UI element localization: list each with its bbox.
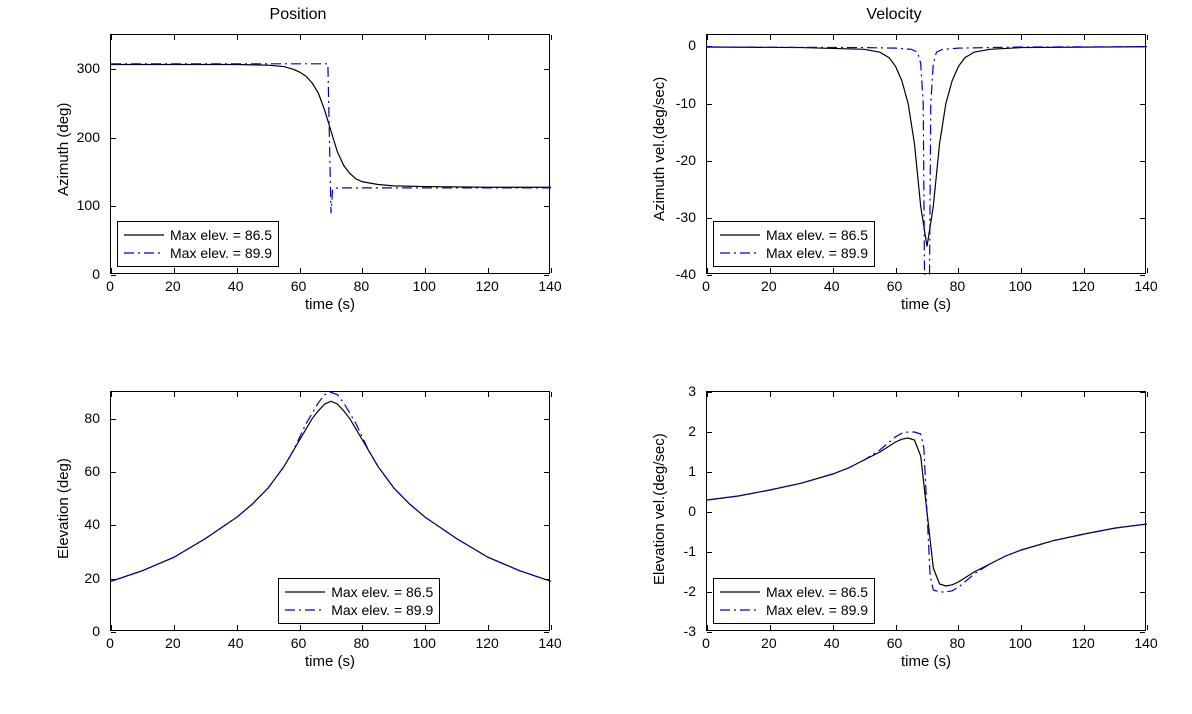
legend-item: Max elev. = 86.5 [720,226,868,244]
xtick-label: 120 [475,635,498,651]
series-89p9 [111,64,551,213]
chart-grid: Position Max elev. = 86.5 Max elev. = 89.9… [0,0,1192,714]
xtick-label: 60 [291,278,307,294]
xtick-label: 80 [354,635,370,651]
y-axis-label: Elevation (deg) [55,458,72,559]
xtick-label: 140 [538,278,561,294]
legend-label: Max elev. = 89.9 [170,245,272,261]
y-axis-label: Azimuth vel.(deg/sec) [651,77,668,221]
series-89p9 [707,432,1147,592]
xtick-label: 0 [106,635,114,651]
plot-area: Max elev. = 86.5 Max elev. = 89.9 [110,391,550,631]
legend-label: Max elev. = 86.5 [170,227,272,243]
legend-label: Max elev. = 86.5 [766,584,868,600]
legend-item: Max elev. = 89.9 [124,244,272,262]
xtick-label: 60 [887,635,903,651]
x-axis-label: time (s) [110,296,550,313]
xtick-label: 60 [887,278,903,294]
xtick-label: 120 [475,278,498,294]
legend-item: Max elev. = 86.5 [720,583,868,601]
legend-label: Max elev. = 86.5 [331,584,433,600]
xtick-label: 120 [1071,635,1094,651]
xtick-label: 140 [538,635,561,651]
xtick-label: 0 [106,278,114,294]
xtick-label: 80 [950,278,966,294]
plot-area: Max elev. = 86.5 Max elev. = 89.9 [110,34,550,274]
xtick-label: 20 [761,278,777,294]
xtick-label: 40 [824,635,840,651]
xtick-label: 120 [1071,278,1094,294]
column-title: Position [20,6,576,24]
x-axis-label: time (s) [110,653,550,670]
xtick-label: 80 [950,635,966,651]
xtick-label: 40 [824,278,840,294]
series-89p9 [111,392,551,581]
xtick-label: 80 [354,278,370,294]
xtick-label: 100 [1009,635,1032,651]
legend-item: Max elev. = 89.9 [720,601,868,619]
series-86p5 [111,401,551,581]
legend-item: Max elev. = 86.5 [285,583,433,601]
plot-area: Max elev. = 86.5 Max elev. = 89.9 [706,391,1146,631]
panel-azimuth-velocity: VelocityMax elev. = 86.5Max elev. = 89.9… [616,10,1172,337]
xtick-label: 0 [702,278,710,294]
legend-item: Max elev. = 86.5 [124,226,272,244]
column-title: Velocity [616,6,1172,24]
legend-label: Max elev. = 89.9 [766,602,868,618]
xtick-label: 140 [1134,278,1157,294]
xtick-label: 60 [291,635,307,651]
panel-elevation-position: Max elev. = 86.5 Max elev. = 89.9 0 20 40 60 8… [20,367,576,694]
legend-label: Max elev. = 86.5 [766,227,868,243]
legend-label: Max elev. = 89.9 [331,602,433,618]
xtick-label: 0 [702,635,710,651]
x-axis-label: time (s) [706,653,1146,670]
legend: Max elev. = 86.5 Max elev. = 89.9 [278,578,440,624]
xtick-label: 100 [413,635,436,651]
xtick-label: 40 [228,635,244,651]
legend-item: Max elev. = 89.9 [720,244,868,262]
legend: Max elev. = 86.5 Max elev. = 89.9 [713,578,875,624]
xtick-label: 100 [1009,278,1032,294]
xtick-label: 100 [413,278,436,294]
xtick-label: 140 [1134,635,1157,651]
panel-elevation-velocity: Max elev. = 86.5Max elev. = 89.9-3-2-101… [616,367,1172,694]
legend: Max elev. = 86.5 Max elev. = 89.9 [713,221,875,267]
legend: Max elev. = 86.5 Max elev. = 89.9 [117,221,279,267]
plot-area: Max elev. = 86.5 Max elev. = 89.9 [706,34,1146,274]
legend-item: Max elev. = 89.9 [285,601,433,619]
y-axis-label: Azimuth (deg) [55,102,72,195]
panel-azimuth-position: PositionMax elev. = 86.5Max elev. = 89.9… [20,10,576,337]
series-86p5 [707,47,1147,247]
xtick-label: 40 [228,278,244,294]
xtick-label: 20 [165,635,181,651]
x-axis-label: time (s) [706,296,1146,313]
series-86p5 [111,64,551,187]
legend-label: Max elev. = 89.9 [766,245,868,261]
xtick-label: 20 [761,635,777,651]
xtick-label: 20 [165,278,181,294]
y-axis-label: Elevation vel.(deg/sec) [651,433,668,585]
